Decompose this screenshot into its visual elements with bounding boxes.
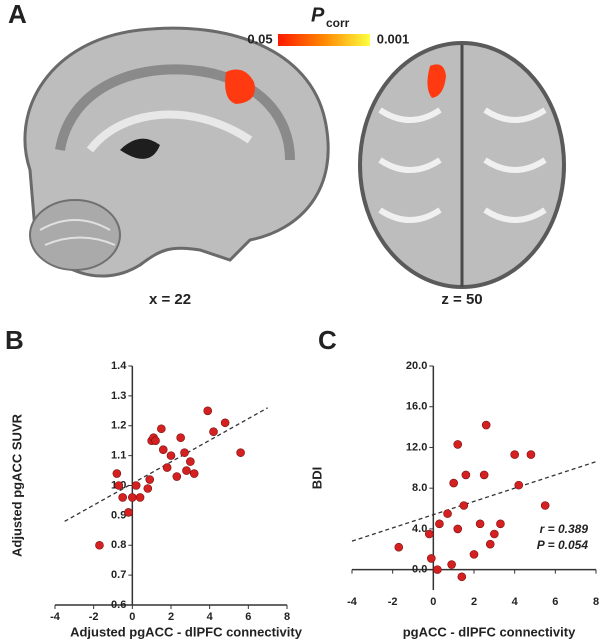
y-tick-label: 0.7 [111, 569, 126, 581]
data-point [453, 440, 463, 449]
data-point [449, 478, 458, 488]
data-point [443, 509, 452, 518]
panel-label: C [318, 325, 337, 355]
data-point [157, 424, 166, 434]
data-point [496, 519, 505, 529]
y-tick-label: 1.4 [111, 360, 127, 372]
x-axis-label: pgACC - dlPFC connectivity [403, 624, 576, 639]
colorbar-title: P [311, 4, 325, 26]
x-tick-label: 0 [129, 611, 135, 623]
data-point [453, 524, 463, 534]
data-point [475, 519, 485, 529]
y-tick-label: 8.0 [412, 482, 427, 494]
annotation: r = 0.389 [540, 522, 589, 536]
data-point [95, 540, 104, 550]
data-point [481, 420, 491, 430]
data-point [158, 445, 168, 454]
data-point [172, 472, 182, 481]
data-point [166, 451, 176, 460]
x-tick-label: 8 [284, 611, 290, 623]
data-point [176, 433, 185, 443]
data-point [186, 457, 195, 466]
data-point [189, 469, 199, 478]
fit-line [351, 461, 597, 542]
x-tick-label: 2 [471, 596, 477, 608]
y-axis-label: Adjusted pgACC SUVR [9, 413, 24, 557]
data-point [447, 560, 456, 569]
x-tick-label: 6 [552, 596, 558, 608]
axial-brain [358, 41, 566, 289]
y-tick-label: 0.0 [412, 564, 427, 576]
data-point [209, 427, 218, 437]
data-point [433, 565, 442, 574]
y-tick-label: 16.0 [406, 401, 427, 413]
colorbar-subscript: corr [326, 16, 350, 30]
data-point [143, 484, 153, 493]
data-point [459, 501, 469, 510]
data-point [490, 529, 499, 539]
data-point [457, 572, 467, 582]
x-tick-label: 4 [512, 596, 519, 608]
data-point [124, 508, 133, 517]
sagittal-brain [23, 26, 330, 278]
y-tick-label: 4.0 [412, 523, 427, 535]
data-point [510, 450, 519, 459]
data-point [426, 554, 436, 563]
panel-label: B [5, 325, 24, 355]
data-point [435, 519, 444, 529]
x-tick-label: 8 [593, 596, 599, 608]
data-point [182, 466, 191, 475]
x-tick-label: -2 [89, 611, 99, 623]
colorbar-min: 0.05 [247, 31, 272, 46]
colorbar-max: 0.001 [377, 31, 410, 46]
y-tick-label: 1.1 [111, 450, 126, 462]
data-point [162, 463, 172, 472]
x-tick-label: 4 [207, 611, 214, 623]
x-tick-label: 0 [430, 596, 436, 608]
data-point [112, 469, 122, 478]
data-point [118, 493, 127, 502]
y-tick-label: 1.2 [111, 420, 126, 432]
data-point [394, 542, 404, 552]
slice-label: x = 22 [149, 291, 191, 308]
data-point [485, 539, 495, 549]
y-tick-label: 20.0 [406, 360, 427, 372]
x-tick-label: -4 [50, 611, 61, 623]
data-point [479, 470, 489, 480]
y-tick-label: 0.6 [111, 599, 126, 611]
y-tick-label: 0.9 [111, 509, 126, 521]
x-tick-label: -4 [347, 596, 358, 608]
data-point [220, 418, 230, 428]
data-point [135, 493, 145, 502]
x-tick-label: 2 [168, 611, 174, 623]
x-tick-label: -2 [388, 596, 398, 608]
data-point [514, 480, 524, 490]
x-axis-label: Adjusted pgACC - dlPFC connectivity [70, 624, 303, 639]
data-point [128, 493, 137, 502]
data-point [461, 470, 471, 480]
data-point [540, 501, 550, 510]
data-point [145, 475, 155, 484]
y-axis-label: BDI [309, 467, 324, 489]
panel-label: A [8, 0, 27, 29]
data-point [151, 436, 160, 445]
data-point [236, 448, 245, 457]
slice-label: z = 50 [441, 291, 482, 308]
data-point [180, 448, 189, 457]
annotation: P = 0.054 [537, 538, 589, 552]
x-tick-label: 6 [245, 611, 251, 623]
data-point [203, 406, 213, 416]
y-tick-label: 1.3 [111, 390, 126, 402]
colorbar [278, 34, 370, 46]
y-tick-label: 12.0 [406, 441, 427, 453]
data-point [526, 450, 536, 459]
data-point [424, 529, 434, 539]
fit-line [64, 407, 268, 522]
y-tick-label: 0.8 [111, 539, 126, 551]
data-point [114, 481, 124, 490]
data-point [469, 550, 479, 559]
data-point [131, 481, 141, 490]
